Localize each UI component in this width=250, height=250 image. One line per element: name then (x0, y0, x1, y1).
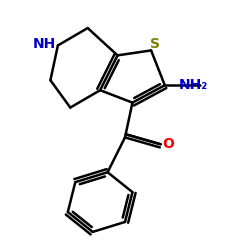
Text: NH₂: NH₂ (178, 78, 208, 92)
Text: S: S (150, 37, 160, 51)
Text: NH: NH (32, 37, 56, 51)
Text: O: O (162, 137, 174, 151)
